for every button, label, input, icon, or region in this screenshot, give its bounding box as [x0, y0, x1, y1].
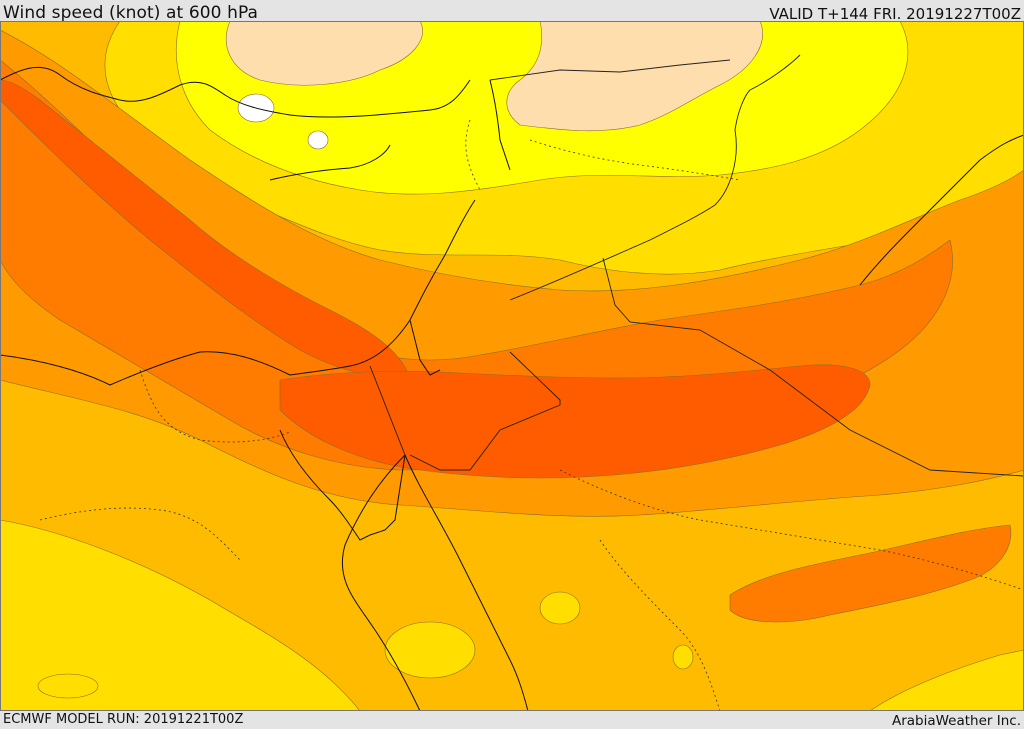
zone-very-strong-southeast — [729, 524, 1012, 623]
zone-moderate-southwest — [0, 519, 361, 711]
zone-jet-core-west — [0, 79, 411, 379]
valid-time: VALID T+144 FRI. 20191227T00Z — [769, 5, 1021, 23]
borders — [369, 54, 1024, 477]
zone-moderate-patch-1 — [539, 591, 581, 625]
model-run-label: ECMWF MODEL RUN: 20191221T00Z — [3, 712, 244, 727]
zone-very-light-1 — [226, 21, 423, 86]
zone-moderate-patch-2 — [384, 621, 476, 679]
zone-calm-2 — [307, 130, 329, 150]
coastlines — [0, 66, 1024, 711]
internal-boundaries — [39, 119, 1024, 711]
wind-speed-map[interactable] — [0, 21, 1024, 711]
zone-very-light-2 — [506, 21, 763, 132]
credit-label: ArabiaWeather Inc. — [891, 713, 1021, 729]
map-canvas — [0, 21, 1024, 711]
zone-moderate-patch-4 — [672, 644, 694, 670]
map-title: Wind speed (knot) at 600 hPa — [3, 3, 259, 23]
zone-moderate-patch-3 — [37, 673, 99, 699]
header-bar — [0, 0, 1024, 21]
zone-moderate-southeast — [869, 649, 1024, 711]
zone-jet-core-east — [279, 364, 871, 479]
footer-bar — [0, 711, 1024, 729]
